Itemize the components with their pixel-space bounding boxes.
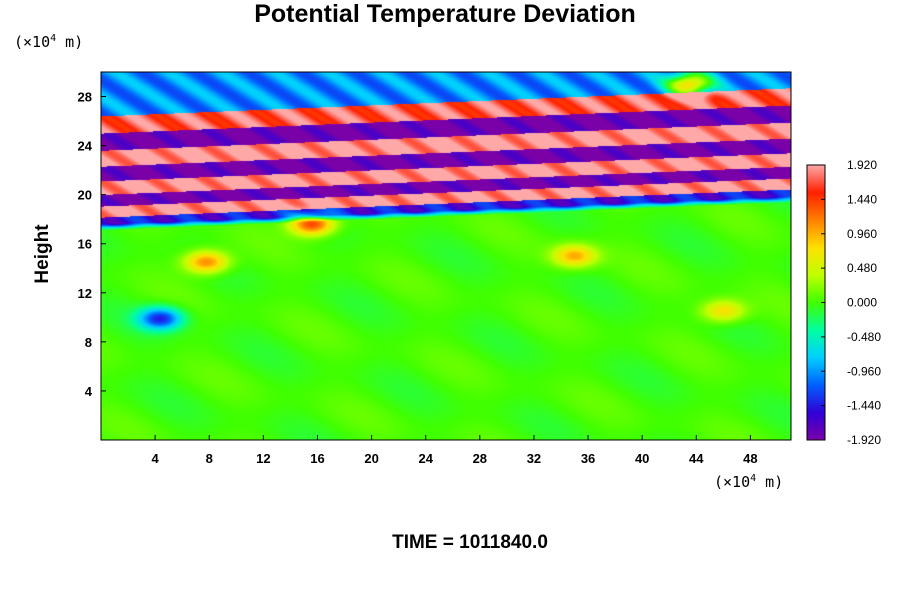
- x-tick-label: 16: [310, 451, 324, 466]
- y-tick-label: 20: [78, 188, 92, 203]
- x-tick-label: 48: [743, 451, 757, 466]
- colorbar-tick-label: -0.480: [847, 330, 881, 344]
- y-tick-label: 8: [85, 335, 92, 350]
- colorbar-tick-label: -0.960: [847, 364, 881, 378]
- colorbar-tick-label: 1.440: [847, 192, 877, 206]
- plot-area: [100, 71, 792, 441]
- colorbar-ticks: 1.920 1.440 0.960 0.480 0.000 -0.480 -0.960 -1.…: [821, 158, 881, 447]
- x-tick-label: 4: [152, 451, 160, 466]
- x-tick-label: 36: [581, 451, 595, 466]
- y-axis-unit: (×104 m): [14, 33, 83, 51]
- x-tick-label: 28: [473, 451, 487, 466]
- chart-title: Potential Temperature Deviation: [254, 0, 636, 28]
- time-label: TIME = 1011840.0: [392, 532, 548, 553]
- x-tick-label: 8: [206, 451, 213, 466]
- x-tick-label: 44: [689, 451, 704, 466]
- y-axis-ticks: 4 8 12 16 20 24 28: [78, 90, 106, 399]
- y-tick-label: 28: [78, 90, 92, 105]
- y-unit-exponent: 4: [50, 33, 57, 44]
- colorbar-tick-label: 0.480: [847, 261, 877, 275]
- colorbar-tick-label: -1.440: [847, 399, 881, 413]
- x-unit-exponent: 4: [750, 473, 757, 484]
- y-tick-label: 4: [85, 384, 93, 399]
- x-unit-prefix: (×10: [714, 473, 751, 491]
- colorbar-tick-label: 0.960: [847, 227, 877, 241]
- colorbar: 1.920 1.440 0.960 0.480 0.000 -0.480 -0.960 -1.…: [806, 158, 881, 447]
- colorbar-tick-label: 0.000: [847, 296, 877, 310]
- x-unit-suffix: m): [756, 473, 784, 491]
- plot-frame: [100, 71, 792, 441]
- y-unit-suffix: m): [56, 33, 84, 51]
- x-tick-label: 32: [527, 451, 541, 466]
- y-unit-prefix: (×10: [14, 33, 51, 51]
- heatmap-container: [101, 72, 791, 440]
- x-axis-unit: (×104 m): [714, 473, 783, 491]
- heatmap-field: [101, 72, 791, 440]
- x-axis-ticks: 4 8 12 16 20 24 28 32 36 40 44 48: [152, 435, 758, 466]
- x-tick-label: 12: [256, 451, 270, 466]
- colorbar-tick-label: 1.920: [847, 158, 877, 172]
- x-tick-label: 20: [364, 451, 378, 466]
- colorbar-tick-label: -1.920: [847, 433, 881, 447]
- x-tick-label: 40: [635, 451, 649, 466]
- x-tick-label: 24: [418, 451, 433, 466]
- y-tick-label: 24: [78, 139, 93, 154]
- y-tick-label: 16: [78, 237, 92, 252]
- y-tick-label: 12: [78, 286, 92, 301]
